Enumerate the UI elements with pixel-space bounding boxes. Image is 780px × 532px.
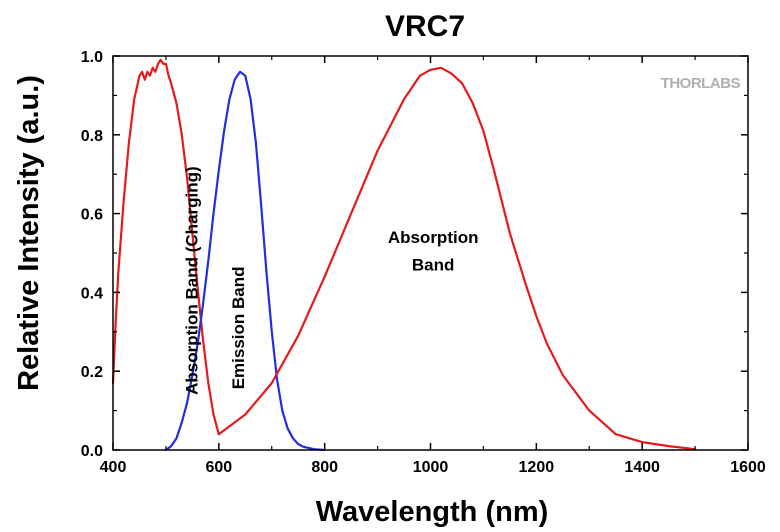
annotation-label: Emission Band [229, 266, 248, 389]
y-axis-label: Relative Intensity (a.u.) [13, 75, 45, 391]
x-tick-label: 1600 [730, 459, 766, 476]
y-tick-label: 0.0 [81, 443, 103, 460]
annotation-label: Absorption Band (Charging) [183, 166, 202, 395]
annotation-label: Absorption [388, 228, 479, 247]
y-tick-label: 0.4 [81, 285, 103, 302]
series-line-1 [111, 58, 220, 436]
y-tick-label: 1.0 [81, 49, 103, 66]
y-tick-label: 0.6 [81, 207, 103, 224]
x-tick-label: 1000 [413, 459, 449, 476]
x-tick-label: 600 [205, 459, 232, 476]
x-tick-label: 1400 [624, 459, 660, 476]
x-tick-label: 1200 [519, 459, 555, 476]
thorlabs-logo: THORLABS [661, 75, 741, 92]
x-tick-label: 800 [311, 459, 338, 476]
series-line-3 [217, 66, 697, 451]
y-tick-label: 0.8 [81, 128, 103, 145]
annotation-label: Band [412, 256, 455, 275]
x-axis-label: Wavelength (nm) [316, 496, 549, 528]
x-tick-label: 400 [100, 459, 127, 476]
y-tick-label: 0.2 [81, 364, 103, 381]
annotation-layer: Absorption Band (Charging) Emission Band A… [183, 166, 479, 395]
chart-title: VRC7 [385, 10, 465, 43]
series-layer [111, 58, 697, 452]
series-line-2 [164, 70, 326, 452]
axes-layer: 400 600 800 1000 1200 1400 1600 0.0 0.2 0.4 0.6 0.8… [81, 49, 766, 476]
